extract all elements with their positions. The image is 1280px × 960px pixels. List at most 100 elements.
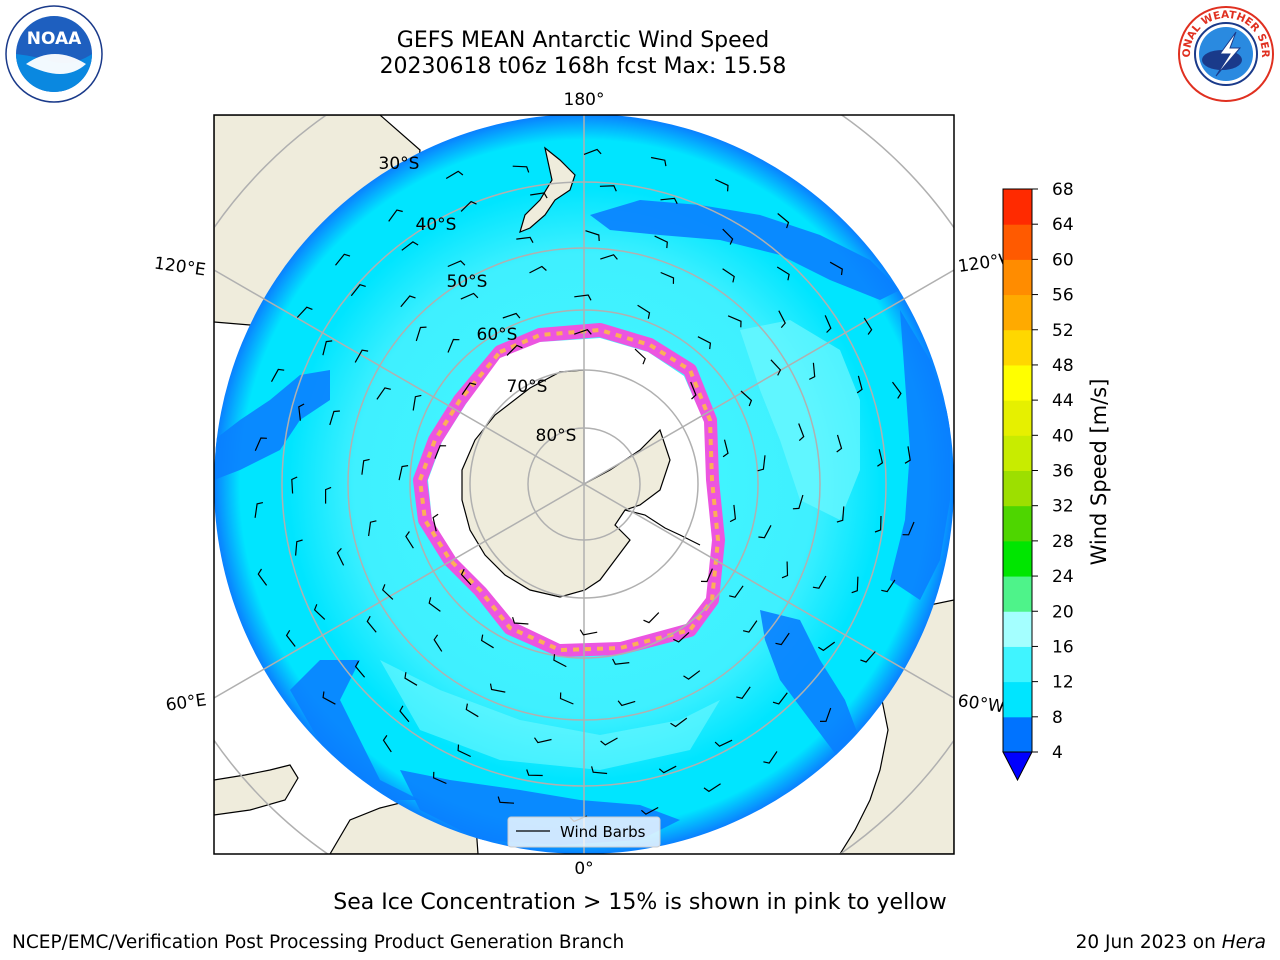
wind-barb: [270, 368, 285, 382]
lat-label-80s: 80°S: [536, 426, 577, 446]
wind-barb: [530, 192, 548, 199]
wind-barb: [405, 531, 414, 549]
wind-barb: [863, 317, 873, 335]
wind-barb: [434, 445, 447, 459]
colorbar-tick-label: 12: [1052, 673, 1074, 693]
wind-barb: [772, 692, 788, 705]
wind-barb: [670, 717, 688, 728]
colorbar-label: Wind Speed [m/s]: [1087, 379, 1111, 566]
wind-barb: [770, 359, 782, 376]
colorbar-segment: [1003, 681, 1032, 718]
footer-date: 20 Jun 2023 on Hera: [1076, 932, 1266, 953]
wind-barb: [497, 796, 515, 804]
wind-barb: [432, 513, 439, 532]
wind-barb: [534, 737, 552, 744]
noaa-logo-text: NOAA: [27, 29, 82, 49]
wind-barb: [559, 692, 574, 705]
colorbar-tick-label: 44: [1052, 391, 1074, 411]
wind-barb: [512, 165, 530, 173]
wind-barb: [654, 235, 668, 249]
wind-barb: [736, 686, 751, 699]
wind-barb: [285, 629, 296, 647]
colorbar-segment: [1003, 329, 1032, 366]
wind-barb: [579, 629, 598, 636]
wind-barb: [729, 504, 737, 523]
colorbar-segment: [1003, 540, 1032, 577]
wind-barb: [703, 783, 721, 793]
wind-barb: [480, 634, 494, 649]
nws-logo: NATIONAL WEATHER SERVICE: [1176, 4, 1274, 102]
wind-barb: [516, 236, 534, 243]
sea-ice-yellow: [417, 327, 721, 653]
wind-barb: [650, 156, 667, 167]
lat-label-70s: 70°S: [507, 377, 548, 397]
wind-barb: [851, 576, 859, 594]
wind-barb: [836, 506, 845, 523]
wind-barb: [591, 766, 608, 775]
wind-barb: [460, 292, 479, 300]
wind-barb: [460, 568, 472, 586]
wind-barb: [714, 739, 733, 747]
lon-label-0: 0°: [574, 859, 593, 879]
wind-barb: [296, 306, 313, 318]
footer-host: Hera: [1221, 932, 1266, 953]
wind-barb: [777, 213, 790, 229]
wind-barb: [325, 486, 332, 504]
colorbar-segment: [1003, 259, 1032, 296]
wind-barb: [585, 230, 600, 242]
wind-barb: [742, 620, 758, 633]
legend: Wind Barbs: [507, 816, 661, 848]
wind-barb: [313, 604, 326, 620]
wind-barb: [506, 344, 523, 356]
wind-barb: [553, 654, 567, 668]
new-zealand-land: [519, 146, 576, 234]
colorbar-segment: [1003, 224, 1032, 260]
wind-barb: [641, 806, 659, 815]
colorbar-segment: [1003, 470, 1032, 507]
wind-barb: [415, 326, 427, 342]
wind-barb: [350, 284, 366, 297]
lon-label-60w: 60°W: [956, 691, 1005, 717]
sea-ice-note: Sea Ice Concentration > 15% is shown in …: [333, 890, 947, 915]
moderate-wind-patch: [740, 320, 860, 520]
colorbar-extend-arrow: [1002, 751, 1033, 782]
wind-barb: [354, 349, 369, 363]
antarctic-peninsula: [624, 509, 701, 546]
low-wind-patch: [890, 310, 950, 600]
wind-barb: [600, 254, 618, 260]
chart-title: GEFS MEAN Antarctic Wind Speed: [396, 28, 770, 53]
colorbar-tick-label: 60: [1052, 250, 1074, 270]
wind-barb: [382, 735, 392, 753]
colorbar-tick-label: 40: [1052, 426, 1074, 446]
wind-barb: [400, 295, 416, 308]
wind-barb: [574, 329, 592, 335]
wind-barb: [376, 387, 391, 400]
low-wind-patch: [214, 370, 330, 480]
wind-barb: [404, 672, 418, 686]
wind-barb: [612, 658, 630, 665]
wind-barb: [829, 261, 843, 276]
lat-label-40s: 40°S: [416, 215, 457, 235]
longitude-grid: [214, 115, 954, 854]
wind-barb: [361, 458, 370, 475]
wind-barb: [892, 381, 902, 399]
wind-barb: [428, 597, 441, 612]
wind-barb: [447, 338, 460, 353]
colorbar-segment: [1003, 576, 1032, 612]
wind-barb: [819, 707, 832, 722]
colorbar-tick-label: 4: [1052, 743, 1063, 763]
wind-barb: [763, 751, 778, 764]
colorbar-tick-label: 20: [1052, 602, 1074, 622]
low-wind-patch: [590, 200, 900, 300]
wind-barb: [298, 403, 305, 421]
colorbar-tick-label: 24: [1052, 567, 1074, 587]
wind-barb: [637, 304, 651, 319]
wind-barb: [722, 228, 734, 245]
wind-barb: [433, 634, 443, 652]
colorbar-segment: [1003, 646, 1032, 683]
wind-barb: [335, 253, 351, 266]
wind-barb: [291, 476, 298, 494]
colorbar-tick-label: 16: [1052, 637, 1074, 657]
wind-barb: [512, 617, 529, 625]
